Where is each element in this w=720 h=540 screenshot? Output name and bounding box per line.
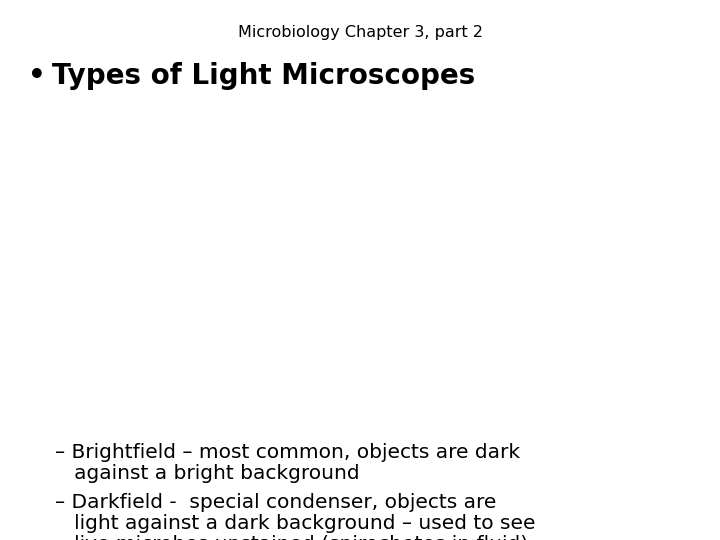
Text: •: • [28, 62, 46, 90]
Text: – Darkfield -  special condenser, objects are: – Darkfield - special condenser, objects… [55, 493, 496, 512]
Text: against a bright background: against a bright background [55, 464, 359, 483]
Text: – Brightfield – most common, objects are dark: – Brightfield – most common, objects are… [55, 443, 520, 462]
Text: live microbes unstained (spirochetes in fluid): live microbes unstained (spirochetes in … [55, 535, 528, 540]
Text: light against a dark background – used to see: light against a dark background – used t… [55, 514, 536, 533]
Text: Types of Light Microscopes: Types of Light Microscopes [52, 62, 475, 90]
Text: Microbiology Chapter 3, part 2: Microbiology Chapter 3, part 2 [238, 25, 482, 40]
